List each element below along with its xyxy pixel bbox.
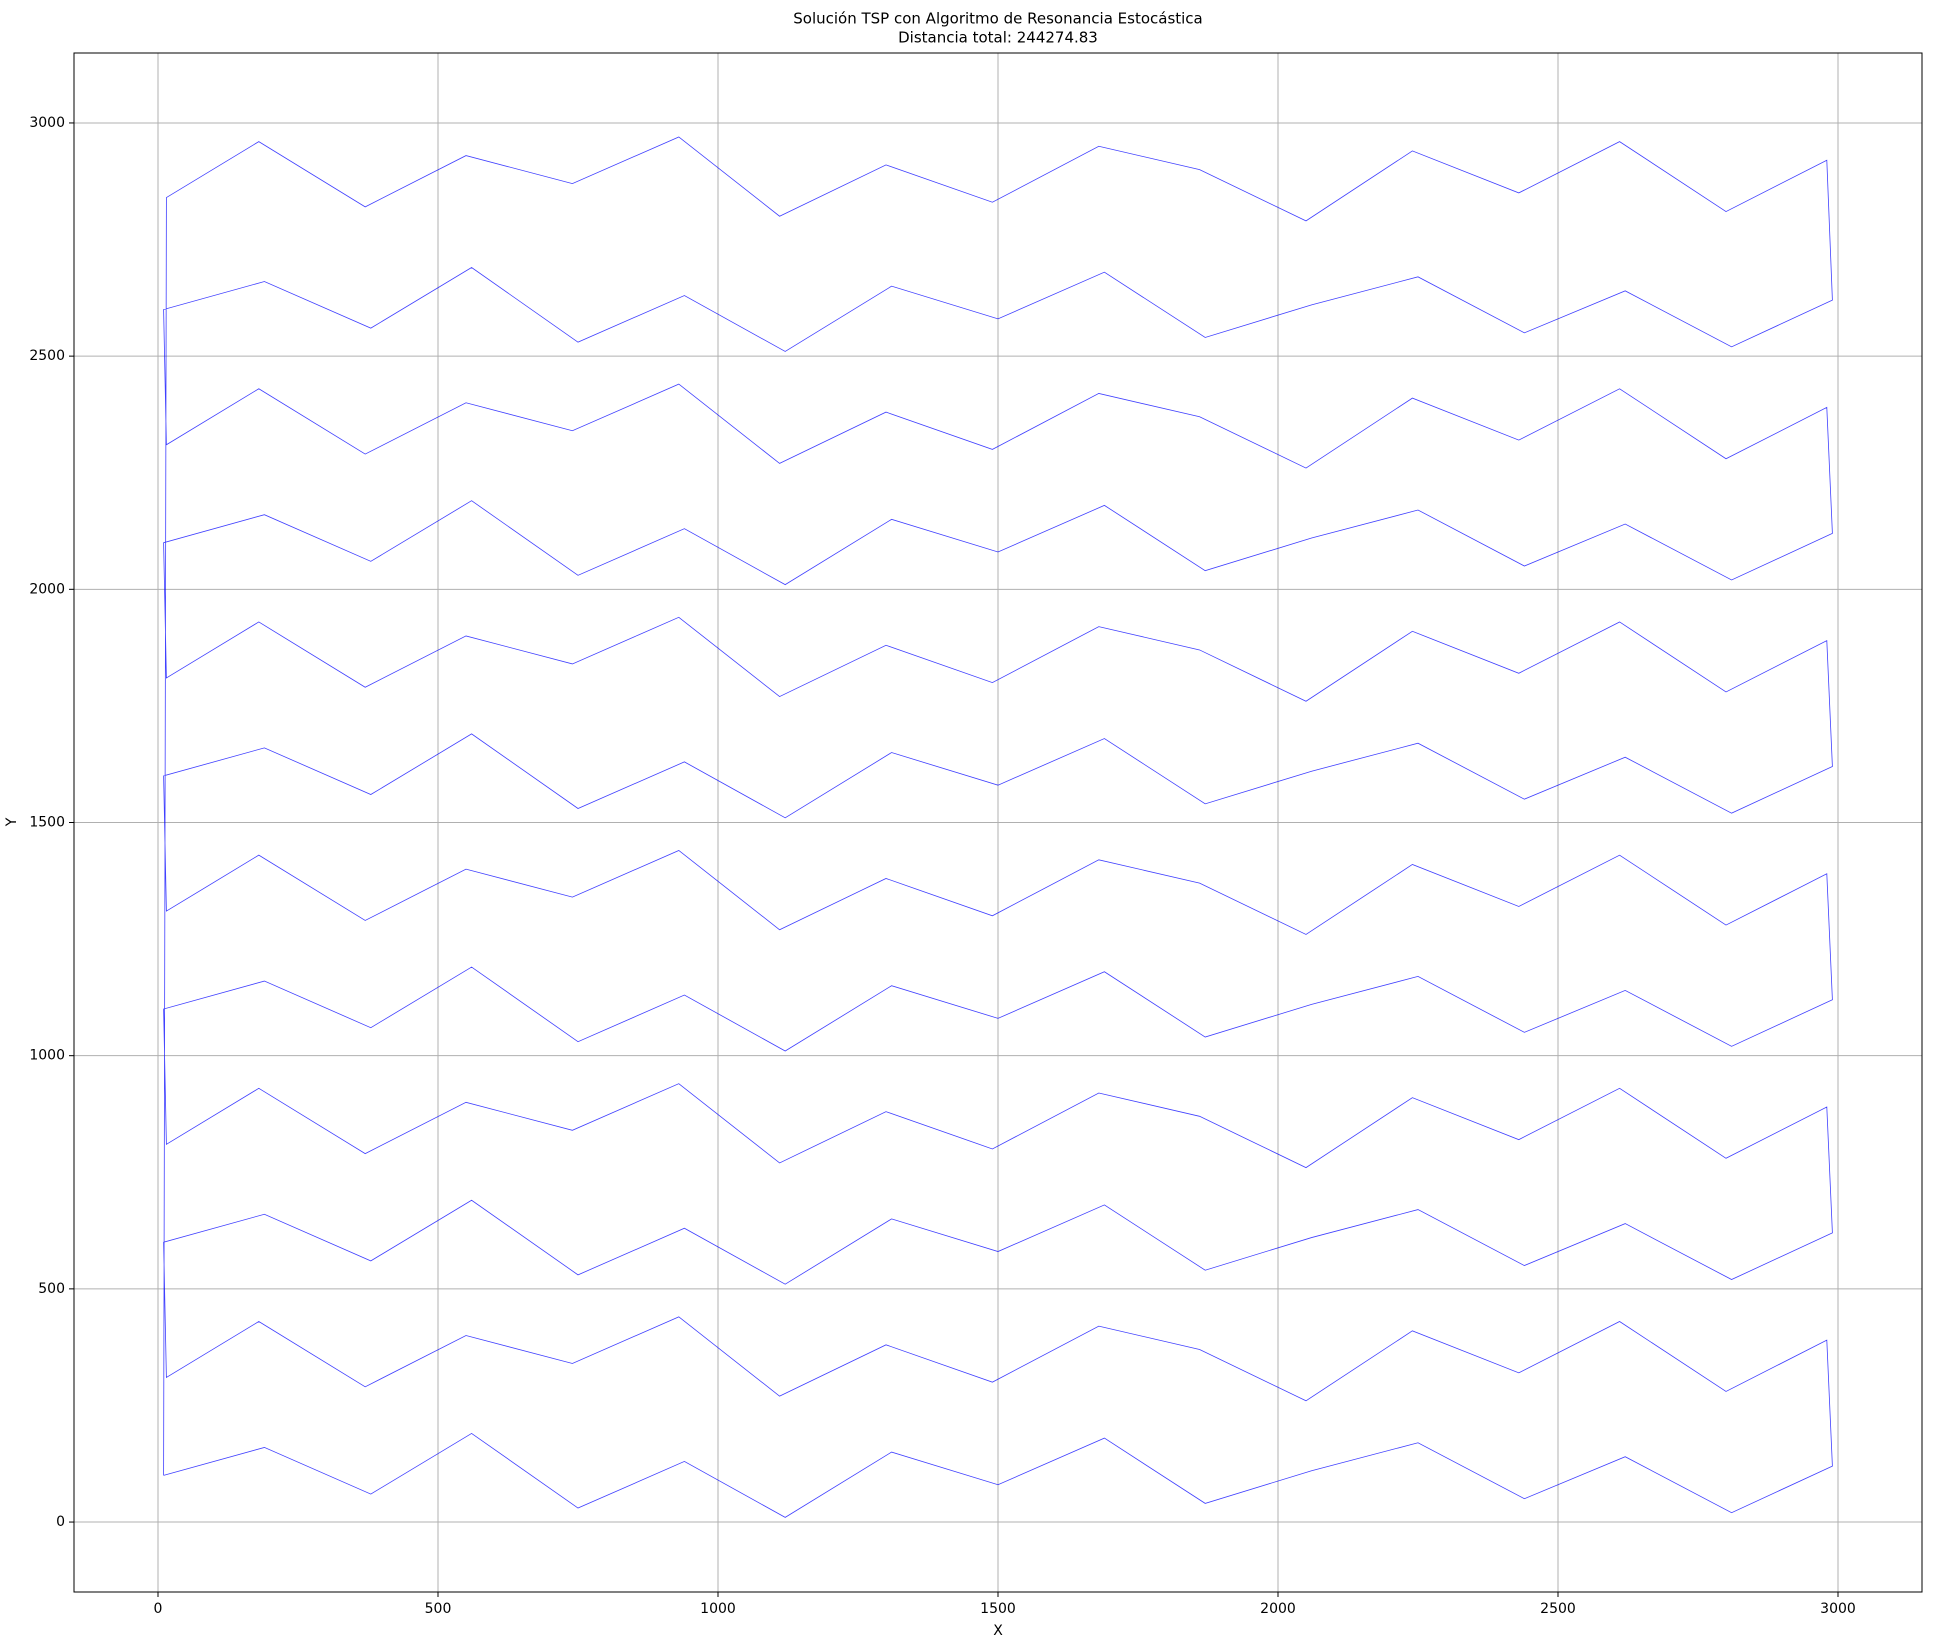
tour-line (163, 136, 1833, 1518)
x-tick-label: 2000 (1260, 1601, 1296, 1617)
x-tick-label: 0 (154, 1601, 163, 1617)
plot-frame (73, 52, 1923, 1593)
x-tick-label: 500 (425, 1601, 452, 1617)
x-tick-label: 1500 (980, 1601, 1016, 1617)
x-tick-label: 1000 (700, 1601, 736, 1617)
y-tick-label: 2500 (29, 348, 65, 364)
y-axis-label: Y (4, 817, 20, 827)
y-tick-label: 1000 (29, 1048, 65, 1064)
x-axis-label: X (993, 1623, 1003, 1639)
chart-title: Solución TSP con Algoritmo de Resonancia… (793, 10, 1203, 28)
y-tick-label: 0 (56, 1514, 65, 1530)
chart-subtitle: Distancia total: 244274.83 (898, 29, 1098, 47)
y-tick-label: 500 (38, 1281, 65, 1297)
y-tick-label: 2000 (29, 581, 65, 597)
x-tick-label: 3000 (1820, 1601, 1856, 1617)
x-tick-label: 2500 (1540, 1601, 1576, 1617)
y-tick-label: 3000 (29, 115, 65, 131)
y-tick-label: 1500 (29, 815, 65, 831)
